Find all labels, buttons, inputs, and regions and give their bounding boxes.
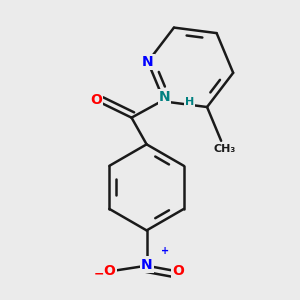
- Text: N: N: [142, 55, 154, 69]
- Text: N: N: [141, 258, 152, 272]
- Text: O: O: [104, 264, 116, 278]
- Text: O: O: [90, 93, 102, 107]
- Text: N: N: [159, 90, 170, 104]
- Text: O: O: [172, 264, 184, 278]
- Text: CH₃: CH₃: [214, 144, 236, 154]
- Text: +: +: [161, 246, 169, 256]
- Text: H: H: [185, 97, 194, 107]
- Text: −: −: [94, 268, 104, 281]
